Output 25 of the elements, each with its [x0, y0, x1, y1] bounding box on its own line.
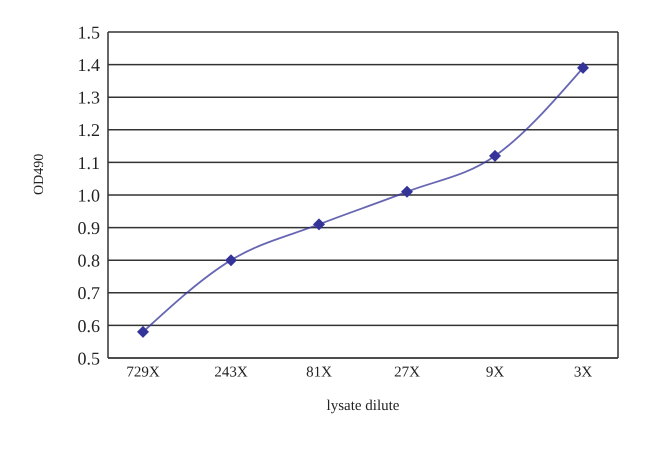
x-tick-label: 243X — [214, 364, 248, 381]
point — [489, 150, 501, 162]
y-tick-label: 0.7 — [78, 283, 100, 304]
point — [137, 326, 149, 338]
point — [225, 254, 237, 266]
y-axis-title: OD490 — [32, 154, 47, 195]
y-tick-label: 0.9 — [78, 218, 100, 238]
y-tick-label: 1.5 — [78, 22, 100, 42]
y-tick-label: 1.4 — [78, 54, 100, 75]
x-tick-label: 9X — [486, 364, 504, 381]
y-tick-label: 1.1 — [78, 152, 100, 173]
x-tick-label: 729X — [126, 364, 160, 381]
x-tick-label: 81X — [306, 364, 332, 381]
x-axis-title: lysate dilute — [326, 398, 400, 414]
x-tick-label: 27X — [394, 364, 420, 381]
y-tick-label: 1.0 — [78, 185, 100, 206]
y-tick-label: 0.5 — [78, 348, 100, 368]
y-tick-label: 0.8 — [78, 250, 100, 271]
y-tick-label: 0.6 — [78, 316, 100, 336]
point — [313, 218, 325, 230]
point — [577, 62, 589, 74]
point — [401, 186, 413, 198]
y-tick-label: 1.3 — [78, 88, 100, 108]
x-tick-label: 3X — [574, 364, 592, 381]
y-tick-label: 1.2 — [78, 120, 100, 140]
